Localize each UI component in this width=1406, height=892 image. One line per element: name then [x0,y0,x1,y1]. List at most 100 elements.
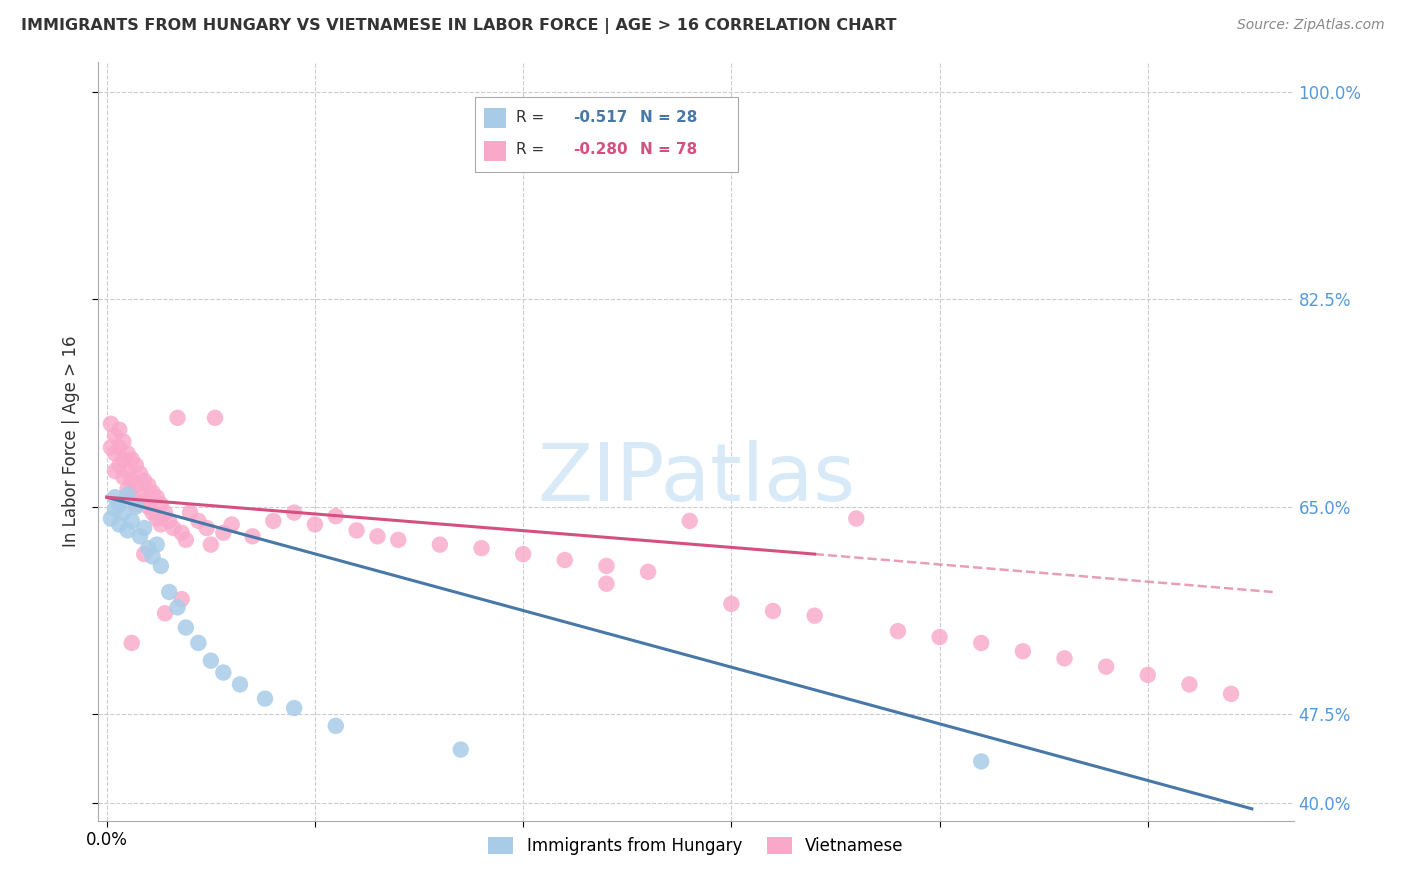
Point [1053,651,1076,665]
Point [470,541,492,556]
Point [174,533,197,547]
Point [100,417,122,431]
Point [112,452,135,467]
Point [212,665,235,680]
Point [162,521,184,535]
Bar [475,96,738,172]
Point [803,608,825,623]
Point [166,600,188,615]
Point [229,677,252,691]
Point [179,506,201,520]
Point [149,517,172,532]
Point [117,482,139,496]
Point [970,755,993,769]
Point [100,441,122,455]
Point [637,565,659,579]
Point [845,511,868,525]
Point [346,524,368,538]
Point [108,458,131,473]
Point [142,506,165,520]
Text: R =: R = [516,142,548,157]
Point [138,478,160,492]
Point [112,434,135,449]
Point [242,529,264,543]
Point [387,533,409,547]
Point [145,511,167,525]
Point [104,464,127,478]
Point [325,719,347,733]
Point [145,538,167,552]
Point [762,604,785,618]
Point [104,446,127,460]
Bar [485,141,506,161]
Point [117,524,139,538]
Point [204,410,226,425]
Point [325,509,347,524]
Point [149,497,172,511]
Point [142,549,165,564]
Point [157,585,180,599]
Point [129,467,152,481]
Point [595,576,617,591]
Point [187,636,209,650]
Point [928,630,950,644]
Point [145,490,167,504]
Point [512,547,534,561]
Text: ZIPatlas: ZIPatlas [537,441,855,518]
Point [595,558,617,573]
Point [125,458,148,473]
Point [138,500,160,514]
Point [125,478,148,492]
Point [887,624,910,639]
Point [153,607,176,621]
Point [450,742,472,756]
Point [200,654,222,668]
Point [366,529,388,543]
Point [134,474,156,488]
Point [1136,668,1159,682]
Point [212,525,235,540]
Point [134,493,156,508]
Point [129,529,152,543]
Point [108,517,131,532]
Point [970,636,993,650]
Point [121,514,143,528]
Point [112,470,135,484]
Point [117,464,139,478]
Y-axis label: In Labor Force | Age > 16: In Labor Force | Age > 16 [62,335,80,548]
Point [304,517,326,532]
Point [1178,677,1201,691]
Point [100,511,122,525]
Point [121,474,143,488]
Text: Source: ZipAtlas.com: Source: ZipAtlas.com [1237,18,1385,32]
Point [166,410,188,425]
Legend: Immigrants from Hungary, Vietnamese: Immigrants from Hungary, Vietnamese [481,830,911,862]
Point [187,514,209,528]
Point [125,497,148,511]
Text: -0.280: -0.280 [572,142,627,157]
Point [129,488,152,502]
Text: -0.517: -0.517 [572,111,627,125]
Point [679,514,702,528]
Point [134,547,156,561]
Point [121,490,143,504]
Point [134,521,156,535]
Point [174,621,197,635]
Point [157,514,180,528]
Point [121,452,143,467]
Text: R =: R = [516,111,548,125]
Point [121,636,143,650]
Point [221,517,243,532]
Point [117,488,139,502]
Point [200,538,222,552]
Point [195,521,218,535]
Point [153,506,176,520]
Point [262,514,284,528]
Point [125,500,148,514]
Point [429,538,451,552]
Bar [485,108,506,128]
Point [108,423,131,437]
Point [170,592,193,607]
Point [104,490,127,504]
Point [720,597,742,611]
